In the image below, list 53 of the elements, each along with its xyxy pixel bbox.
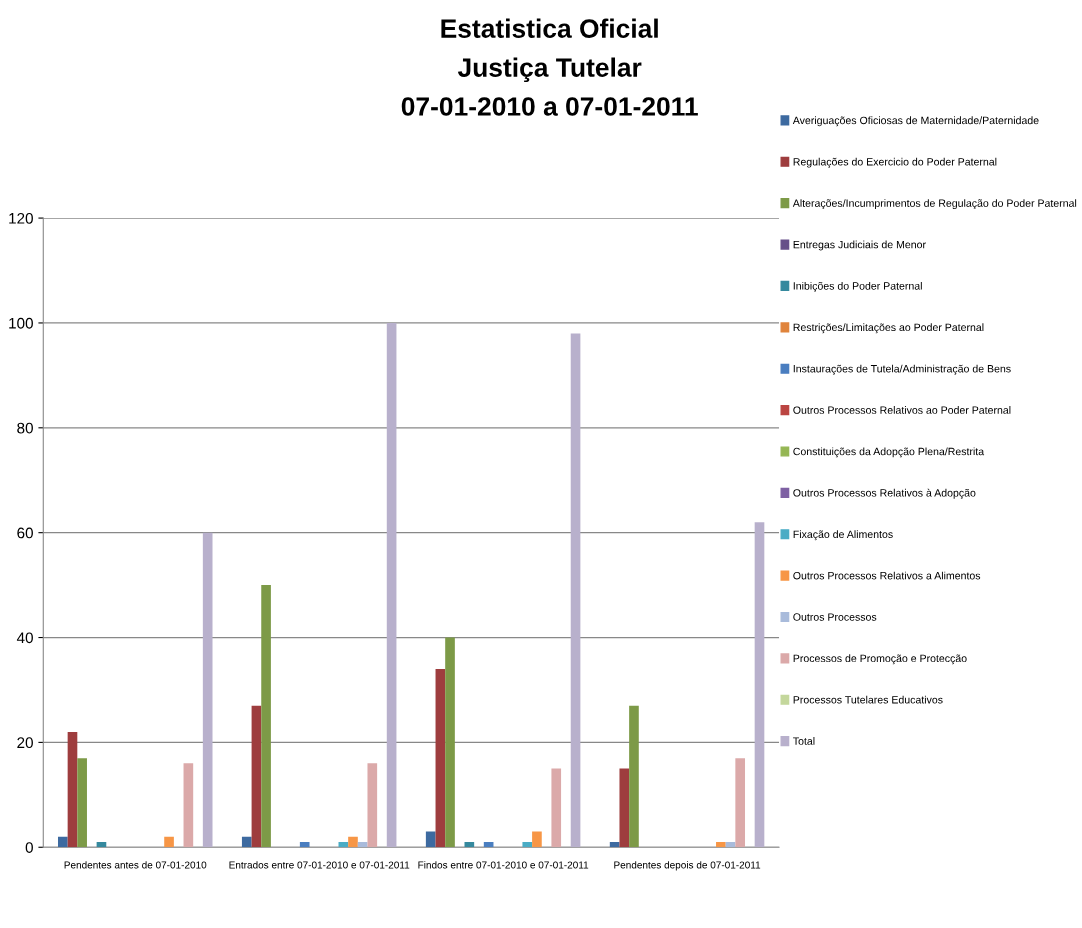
y-tick-label: 120: [9, 212, 33, 224]
y-tick-label: 80: [17, 422, 33, 434]
y-tick-label: 0: [25, 842, 33, 853]
y-tick-label: 20: [17, 737, 33, 749]
legend-label: Processos Tutelares Educativos: [793, 695, 943, 704]
legend-label: Outros Processos Relativos à Adopção: [793, 488, 976, 499]
legend-label: Inibições do Poder Paternal: [793, 281, 922, 292]
bar: [261, 585, 271, 848]
bar: [183, 763, 194, 848]
bar: [445, 637, 455, 848]
bar: [716, 842, 726, 848]
bar: [551, 768, 562, 848]
bar: [522, 842, 533, 848]
legend-label: Restrições/Limitações ao Poder Paternal: [793, 323, 984, 334]
legend-label: Outros Processos Relativos ao Poder Paternal: [793, 406, 1011, 414]
bar: [735, 758, 746, 848]
bar: [299, 842, 310, 848]
bar: [67, 731, 78, 848]
legend-label: Total: [793, 737, 815, 745]
bar: [241, 836, 252, 848]
bar: [619, 768, 630, 848]
bar: [251, 705, 262, 848]
legend-label: Averiguações Oficiosas de Maternidade/Paternidade: [792, 116, 1039, 127]
bar: [754, 522, 765, 848]
x-tick-label: Entrados entre 07-01-2010 e 07-01-2011: [229, 861, 410, 869]
legend-label: Fixação de Alimentos: [793, 530, 893, 541]
bar: [164, 836, 174, 848]
bar: [629, 705, 639, 848]
legend-label: Constituições da Adopção Plena/Restrita: [793, 447, 985, 458]
bar: [386, 322, 397, 848]
legend-label: Processos de Promoção e Protecção: [793, 654, 967, 665]
chart-title: Estatistica Oficial Justiça Tutelar 07-01-2010 a 07-01-2011: [401, 18, 698, 116]
bar: [202, 532, 213, 848]
legend-label: Outros Processos: [793, 613, 877, 621]
legend-label: Entregas Judiciais de Menor: [793, 240, 926, 251]
y-tick-label: 60: [17, 527, 33, 539]
x-tick-label: Pendentes depois de 07-01-2011: [614, 861, 761, 871]
bar: [348, 836, 358, 848]
legend-label: Alterações/Incumprimentos de Regulação do Poder Paternal: [792, 199, 1077, 210]
bar: [367, 763, 378, 848]
y-tick-label: 40: [16, 632, 33, 644]
bar: [435, 669, 446, 848]
bar: [77, 758, 87, 848]
bar: [532, 831, 542, 848]
x-tick-label: Findos entre 07-01-2010 e 07-01-2011: [418, 861, 589, 869]
y-tick-label: 100: [9, 317, 33, 329]
legend-label: Regulações do Exercicio do Poder Paternal: [793, 157, 997, 168]
bar: [570, 333, 581, 848]
legend-label: Outros Processos Relativos a Alimentos: [793, 571, 981, 580]
x-tick-label: Pendentes antes de 07-01-2010: [64, 861, 207, 869]
bar: [425, 831, 436, 848]
bar: [58, 836, 68, 848]
legend-label: Instaurações de Tutela/Administração de Bens: [793, 364, 1011, 375]
